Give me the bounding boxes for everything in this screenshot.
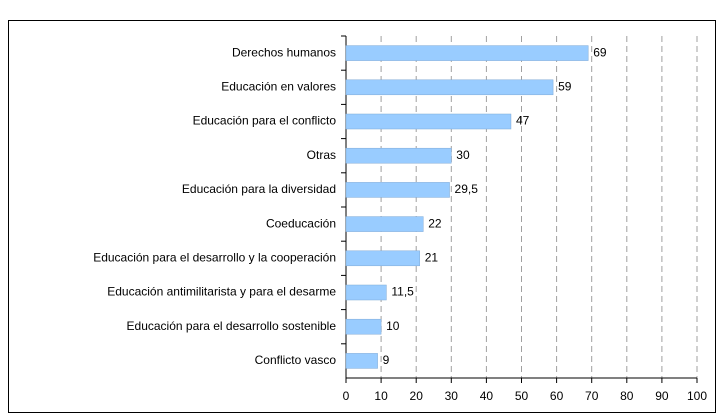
- x-tick-label: 90: [655, 389, 669, 403]
- bar: [345, 79, 554, 96]
- x-tick-label: 40: [480, 389, 494, 403]
- x-tick-label: 80: [620, 389, 634, 403]
- value-label: 10: [386, 319, 400, 333]
- bar: [345, 113, 512, 130]
- y-tick-label: Educación en valores: [221, 79, 336, 93]
- y-tick-label: Educación para la diversidad: [182, 182, 336, 196]
- x-tick-label: 100: [687, 389, 707, 403]
- value-label: 69: [593, 45, 607, 59]
- value-label: 30: [456, 148, 470, 162]
- value-label: 29,5: [455, 182, 479, 196]
- value-label: 11,5: [391, 285, 414, 299]
- bar: [345, 318, 382, 335]
- y-tick-label: Coeducación: [266, 216, 336, 230]
- bar: [345, 284, 387, 301]
- y-tick-label: Educación antimilitarista y para el desa…: [107, 285, 336, 299]
- x-tick-label: 10: [374, 389, 388, 403]
- x-tick-label: 70: [585, 389, 599, 403]
- bar: [345, 216, 424, 232]
- y-tick-label: Conflicto vasco: [255, 353, 337, 367]
- y-tick-label: Educación para el conflicto: [193, 114, 337, 128]
- x-tick-label: 20: [410, 389, 424, 403]
- y-tick-label: Otras: [307, 148, 336, 162]
- y-tick-label: Derechos humanos: [232, 45, 336, 59]
- x-tick-label: 60: [550, 389, 564, 403]
- value-label: 21: [425, 250, 439, 264]
- y-tick-label: Educación para el desarrollo sostenible: [127, 319, 337, 333]
- bar: [345, 250, 420, 267]
- value-label: 47: [516, 114, 530, 128]
- x-tick-label: 30: [445, 389, 459, 403]
- x-tick-label: 50: [515, 389, 529, 403]
- value-label: 59: [558, 79, 572, 93]
- value-label: 22: [428, 216, 442, 230]
- bar: [345, 45, 589, 61]
- bar: [345, 147, 452, 164]
- x-tick-label: 0: [343, 389, 350, 403]
- y-tick-label: Educación para el desarrollo y la cooper…: [93, 250, 336, 264]
- bar: [345, 182, 450, 198]
- value-label: 9: [383, 353, 390, 367]
- bar: [345, 353, 378, 369]
